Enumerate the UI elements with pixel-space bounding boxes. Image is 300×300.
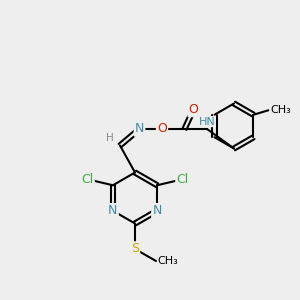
Text: Cl: Cl <box>81 173 94 186</box>
Text: N: N <box>152 204 162 217</box>
Text: O: O <box>157 122 167 136</box>
Text: N: N <box>108 204 118 217</box>
Text: O: O <box>189 103 198 116</box>
Text: N: N <box>135 122 144 136</box>
Text: CH₃: CH₃ <box>158 256 178 266</box>
Text: HN: HN <box>199 117 215 127</box>
Text: H: H <box>106 133 113 143</box>
Text: CH₃: CH₃ <box>270 105 291 115</box>
Text: Cl: Cl <box>176 173 189 186</box>
Text: S: S <box>131 242 139 256</box>
